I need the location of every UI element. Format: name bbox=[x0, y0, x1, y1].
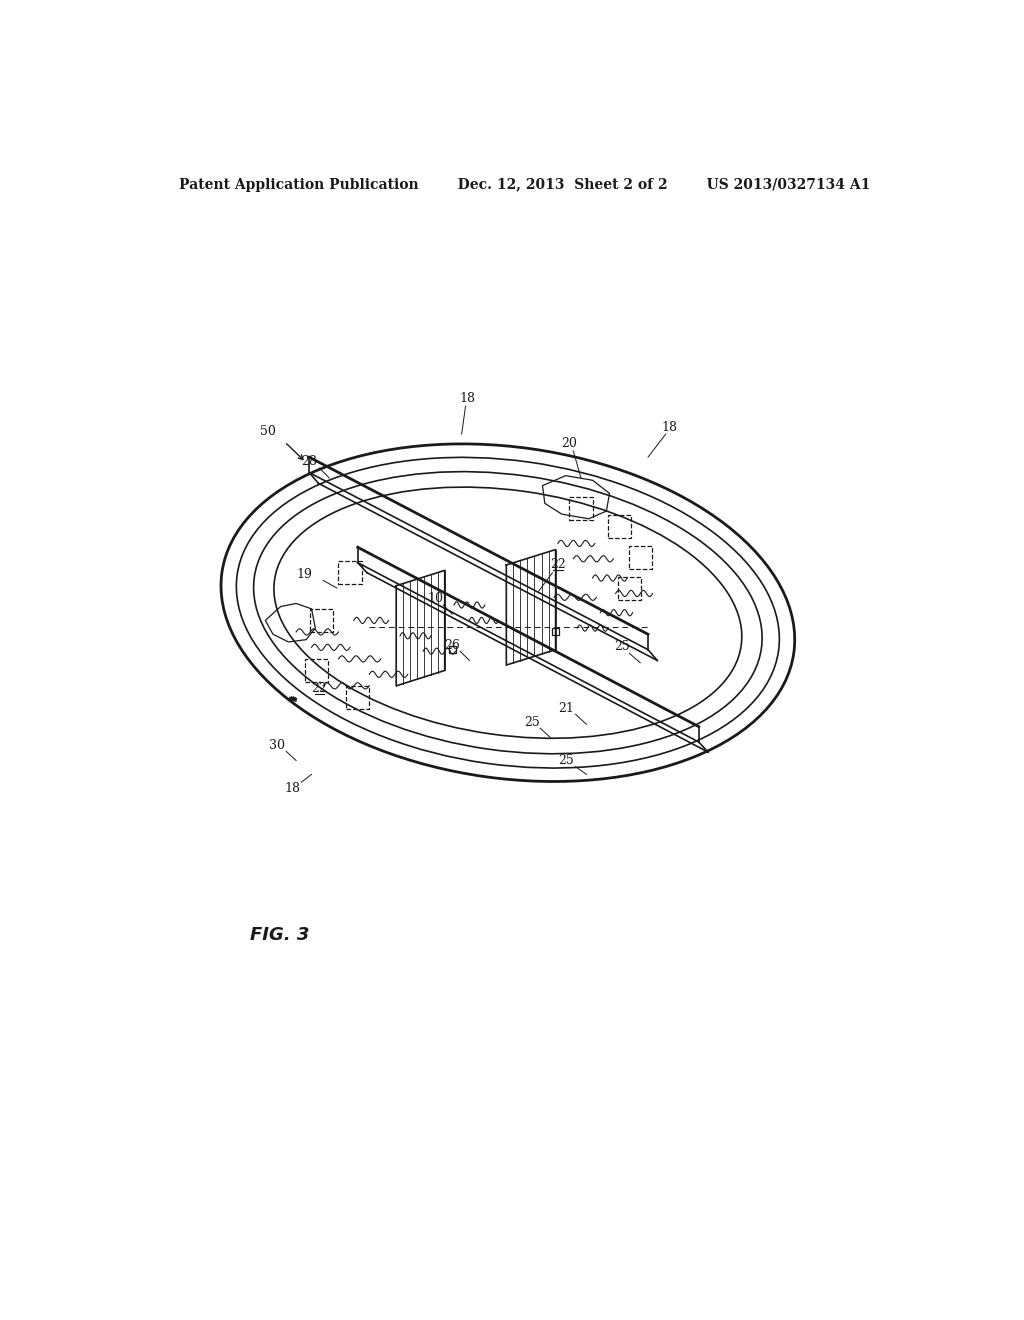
Text: 21: 21 bbox=[558, 702, 574, 714]
Bar bbox=[617, 577, 641, 599]
Bar bbox=[305, 659, 329, 682]
Bar bbox=[339, 561, 361, 585]
Text: 18: 18 bbox=[285, 781, 300, 795]
Bar bbox=[608, 515, 631, 539]
Text: 22: 22 bbox=[311, 681, 327, 694]
Bar bbox=[449, 647, 456, 653]
Text: 25: 25 bbox=[524, 715, 541, 729]
Bar bbox=[310, 609, 333, 632]
Bar bbox=[629, 545, 652, 569]
Bar bbox=[569, 498, 593, 520]
Text: 26: 26 bbox=[444, 639, 461, 652]
Text: 50: 50 bbox=[260, 425, 275, 438]
Text: 18: 18 bbox=[662, 421, 678, 434]
Text: 30: 30 bbox=[269, 739, 285, 751]
Text: 19: 19 bbox=[296, 568, 312, 581]
Bar bbox=[552, 628, 559, 635]
Text: FIG. 3: FIG. 3 bbox=[250, 925, 309, 944]
Text: 18: 18 bbox=[460, 392, 476, 405]
Bar bbox=[346, 686, 370, 709]
Text: 10: 10 bbox=[427, 593, 443, 606]
Text: 20: 20 bbox=[561, 437, 578, 450]
Text: 25: 25 bbox=[558, 754, 574, 767]
Text: 28: 28 bbox=[301, 455, 317, 469]
Text: Patent Application Publication        Dec. 12, 2013  Sheet 2 of 2        US 2013: Patent Application Publication Dec. 12, … bbox=[179, 178, 870, 193]
Text: 22: 22 bbox=[550, 558, 566, 572]
Text: 25: 25 bbox=[614, 640, 630, 653]
